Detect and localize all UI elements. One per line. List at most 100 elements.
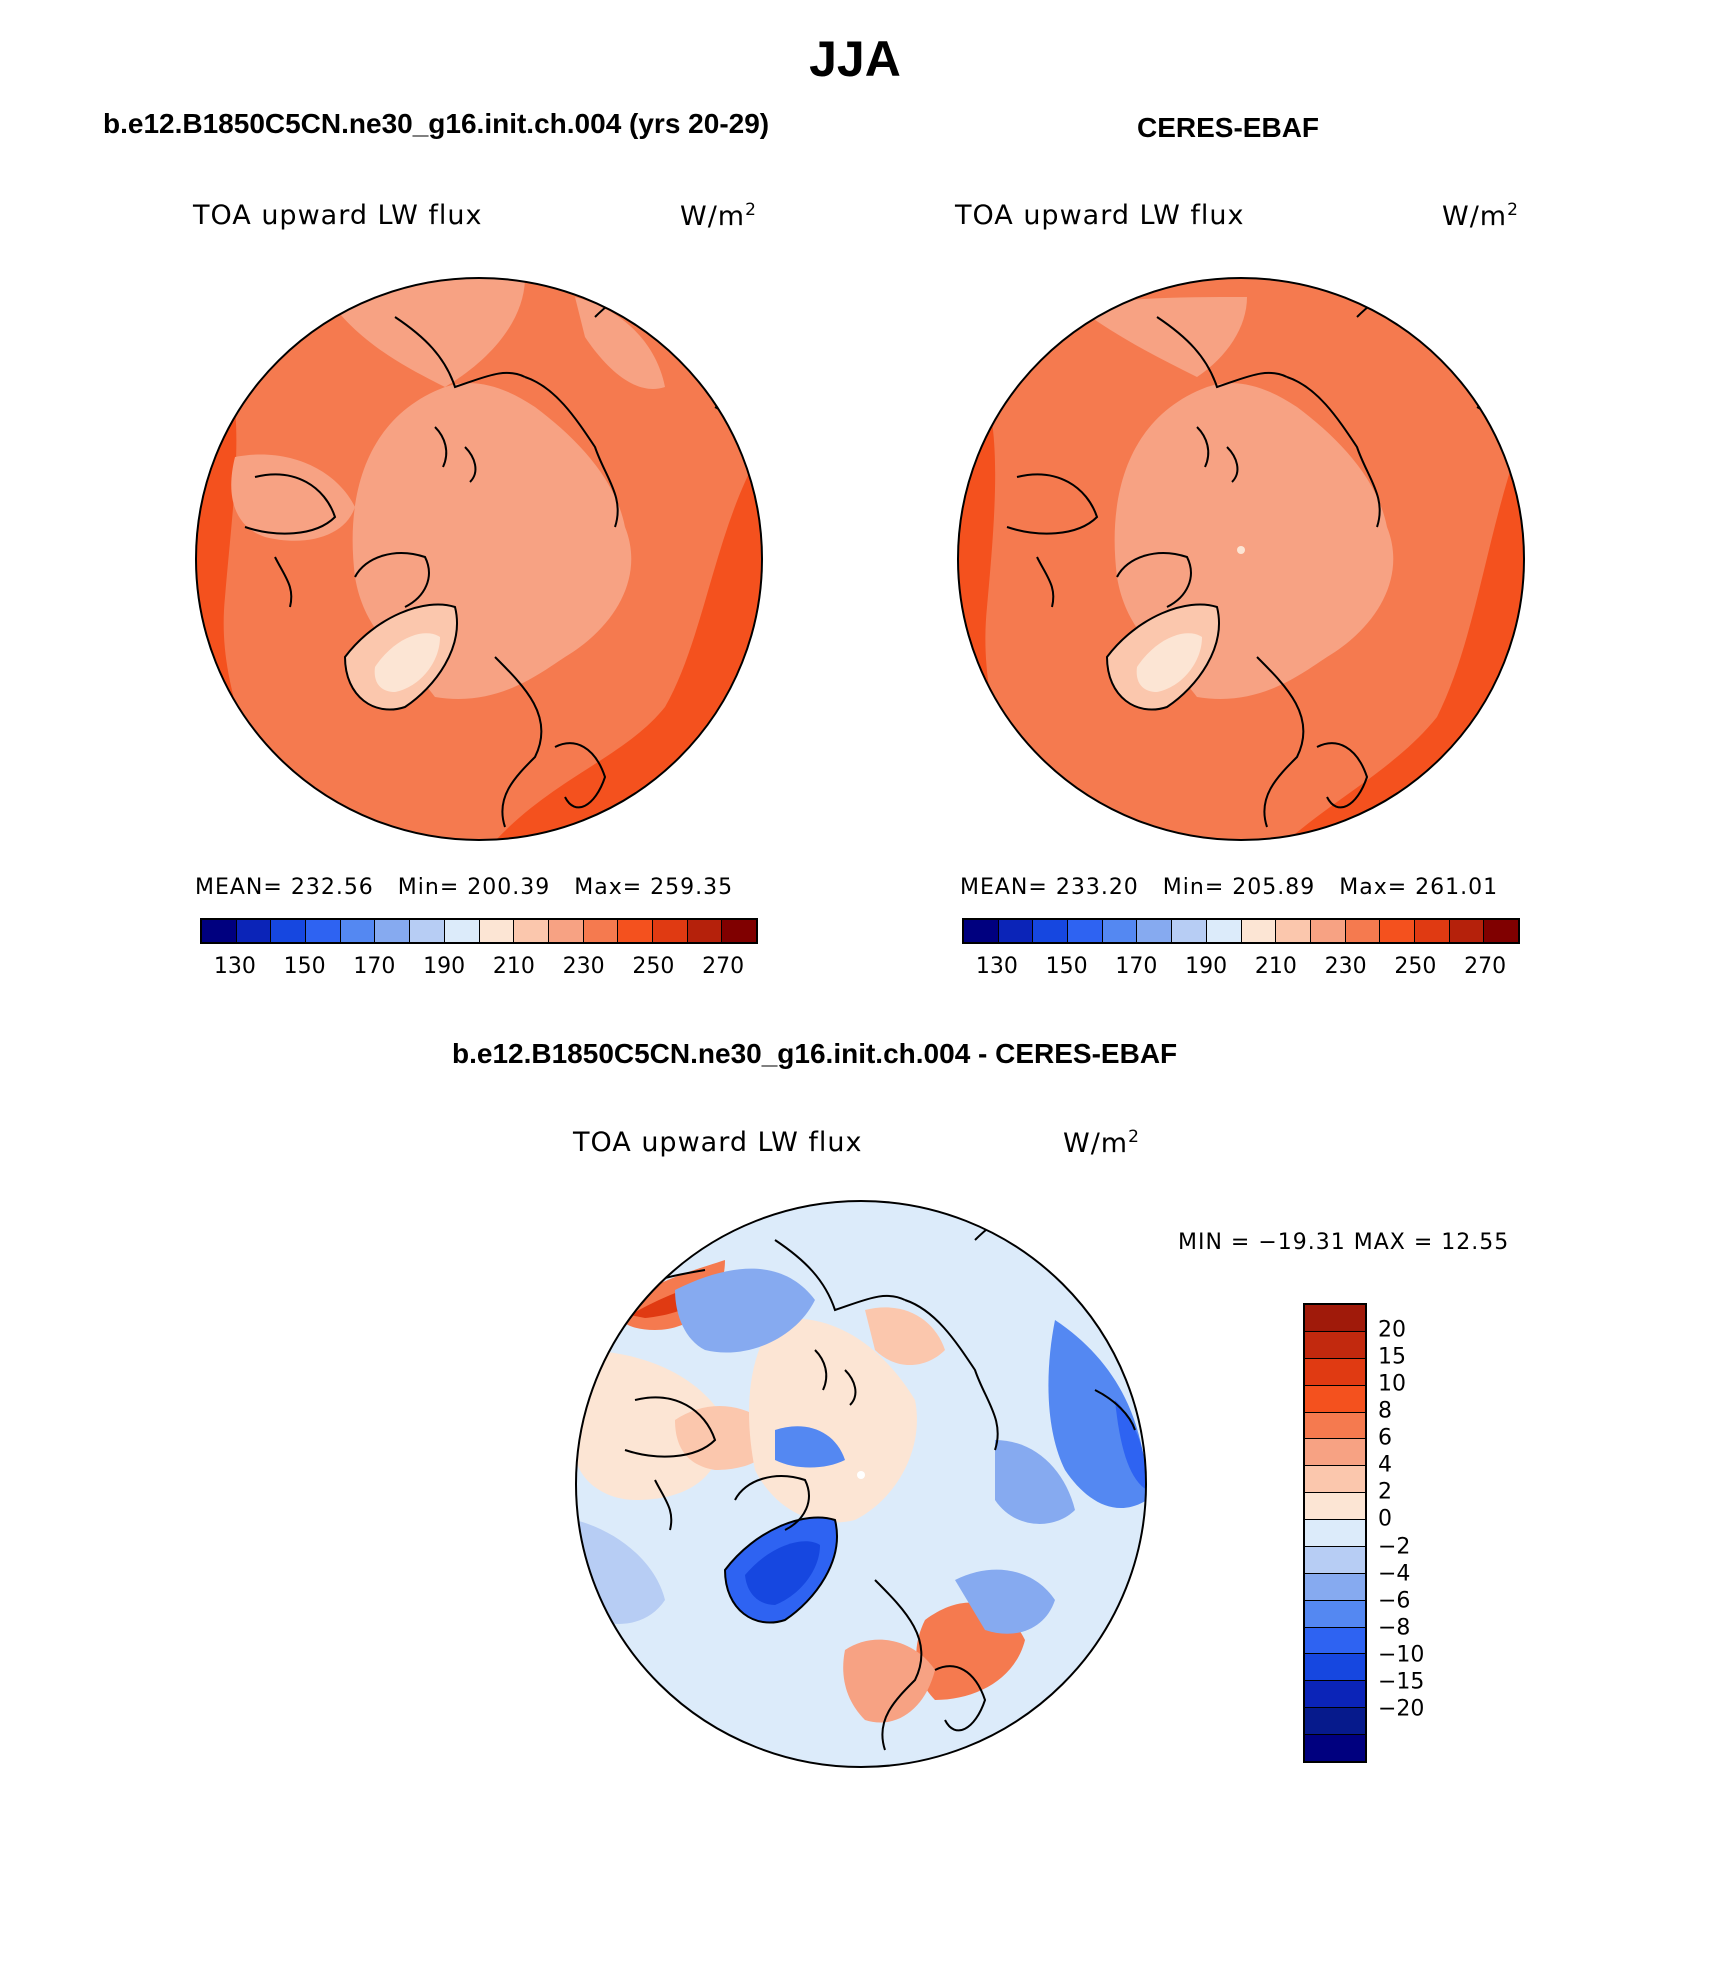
colorbar-tick-label: −2 <box>1378 1534 1411 1560</box>
panel-diff-variable: TOA upward LW flux <box>573 1127 863 1158</box>
colorbar-cell <box>1305 1412 1365 1440</box>
colorbar-cell <box>548 920 584 942</box>
colorbar-cell <box>236 920 272 942</box>
colorbar-tick-label: 150 <box>1045 954 1088 979</box>
colorbar-tick-label: 230 <box>1324 954 1367 979</box>
colorbar-tick-label: 170 <box>353 954 396 979</box>
colorbar-cell <box>410 920 445 942</box>
colorbar-cell <box>1305 1305 1365 1332</box>
colorbar-tick-label: −4 <box>1378 1561 1411 1587</box>
colorbar-cell <box>1305 1385 1365 1413</box>
colorbar-cell <box>444 920 480 942</box>
colorbar-cell <box>1305 1466 1365 1494</box>
colorbar-tick-label: 130 <box>213 954 256 979</box>
colorbar-cell <box>514 920 549 942</box>
colorbar-cell <box>998 920 1034 942</box>
colorbar-cell <box>1305 1600 1365 1628</box>
colorbar-cell <box>1206 920 1242 942</box>
colorbar-cell <box>1033 920 1069 942</box>
colorbar-cell <box>964 920 999 942</box>
colorbar-tick-label: 130 <box>975 954 1018 979</box>
colorbar-tick-label: 15 <box>1378 1344 1406 1370</box>
panel-model-variable: TOA upward LW flux <box>193 200 483 231</box>
panel-model-map <box>195 277 763 841</box>
colorbar-cell <box>1305 1358 1365 1386</box>
colorbar-tick-label: 10 <box>1378 1371 1406 1397</box>
colorbar-tick-label: 250 <box>632 954 675 979</box>
panel-obs-title: CERES-EBAF <box>1137 112 1320 143</box>
colorbar-cell <box>1241 920 1277 942</box>
colorbar-cell <box>687 920 723 942</box>
colorbar-cell <box>1305 1654 1365 1682</box>
panel-diff-map <box>575 1200 1147 1768</box>
colorbar-tick-label: 270 <box>1464 954 1507 979</box>
colorbar-cell <box>375 920 411 942</box>
colorbar-cell <box>1484 920 1518 942</box>
panel-obs-units: W/m2 <box>1442 200 1519 232</box>
colorbar-tick-label: 250 <box>1394 954 1437 979</box>
colorbar-cell <box>1449 920 1485 942</box>
colorbar-cell <box>306 920 341 942</box>
panel-diff-colorbar-ticks: 20 15 10 8 6 4 2 0 −2 −4 −6 −8 −10 −15 −20 <box>1378 1303 1458 1763</box>
panel-obs-variable: TOA upward LW flux <box>955 200 1245 231</box>
colorbar-cell <box>1305 1708 1365 1735</box>
colorbar-tick-label: 2 <box>1378 1479 1392 1505</box>
colorbar-tick-label: −10 <box>1378 1642 1425 1668</box>
panel-model-stats: MEAN= 232.56 Min= 200.39 Max= 259.35 <box>195 875 734 900</box>
colorbar-cell <box>583 920 619 942</box>
colorbar-tick-label: 6 <box>1378 1425 1392 1451</box>
colorbar-cell <box>1380 920 1415 942</box>
panel-diff-colorbar <box>1303 1303 1367 1763</box>
colorbar-tick-label: 0 <box>1378 1506 1392 1532</box>
colorbar-tick-label: −15 <box>1378 1669 1425 1695</box>
colorbar-cell <box>1305 1546 1365 1574</box>
colorbar-cell <box>1414 920 1450 942</box>
colorbar-tick-label: 20 <box>1378 1317 1406 1343</box>
colorbar-tick-label: 8 <box>1378 1398 1392 1424</box>
colorbar-tick-label: 190 <box>423 954 466 979</box>
colorbar-cell <box>618 920 653 942</box>
colorbar-cell <box>1137 920 1173 942</box>
colorbar-cell <box>1172 920 1207 942</box>
colorbar-cell <box>1102 920 1138 942</box>
colorbar-tick-label: 210 <box>492 954 535 979</box>
colorbar-cell <box>1305 1681 1365 1709</box>
panel-obs-map <box>957 277 1525 841</box>
panel-diff-title: b.e12.B1850C5CN.ne30_g16.init.ch.004 - C… <box>452 1038 1178 1069</box>
colorbar-cell <box>479 920 515 942</box>
panel-obs-stats: MEAN= 233.20 Min= 205.89 Max= 261.01 <box>960 875 1499 900</box>
colorbar-cell <box>1276 920 1311 942</box>
colorbar-cell <box>1305 1627 1365 1655</box>
colorbar-tick-label: 190 <box>1185 954 1228 979</box>
colorbar-tick-label: 230 <box>562 954 605 979</box>
colorbar-cell <box>1305 1331 1365 1359</box>
colorbar-cell <box>271 920 307 942</box>
panel-model-title: b.e12.B1850C5CN.ne30_g16.init.ch.004 (yr… <box>103 108 770 139</box>
colorbar-cell <box>1305 1573 1365 1601</box>
colorbar-cell <box>652 920 688 942</box>
colorbar-cell <box>340 920 376 942</box>
panel-obs-colorbar <box>962 918 1520 944</box>
colorbar-cell <box>1305 1493 1365 1520</box>
colorbar-cell <box>1305 1520 1365 1547</box>
colorbar-tick-label: 210 <box>1254 954 1297 979</box>
panel-obs-colorbar-ticks: 130 150 170 190 210 230 250 270 <box>962 954 1520 984</box>
colorbar-cell <box>1305 1735 1365 1761</box>
colorbar-cell <box>202 920 237 942</box>
figure-title: JJA <box>809 31 901 87</box>
panel-model-units: W/m2 <box>680 200 757 232</box>
colorbar-cell <box>722 920 756 942</box>
colorbar-tick-label: 4 <box>1378 1452 1392 1478</box>
panel-model-colorbar <box>200 918 758 944</box>
colorbar-tick-label: 270 <box>702 954 745 979</box>
colorbar-tick-label: −8 <box>1378 1615 1411 1641</box>
colorbar-cell <box>1305 1439 1365 1467</box>
panel-diff-minmax: MIN = −19.31 MAX = 12.55 <box>1178 1230 1510 1255</box>
colorbar-cell <box>1310 920 1346 942</box>
colorbar-tick-label: 150 <box>283 954 326 979</box>
panel-diff-units: W/m2 <box>1063 1127 1140 1159</box>
colorbar-tick-label: 170 <box>1115 954 1158 979</box>
colorbar-tick-label: −20 <box>1378 1696 1425 1722</box>
colorbar-cell <box>1068 920 1103 942</box>
panel-model-colorbar-ticks: 130 150 170 190 210 230 250 270 <box>200 954 758 984</box>
